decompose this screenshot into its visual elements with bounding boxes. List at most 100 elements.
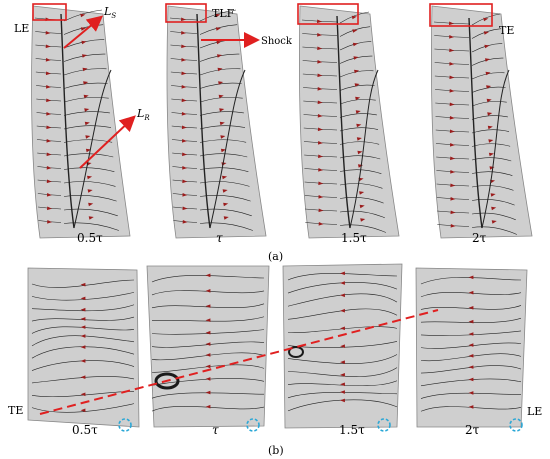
arrowhead-a1 — [81, 54, 88, 58]
arrowhead-b1 — [80, 359, 86, 363]
arrowhead-b1 — [80, 392, 86, 397]
arrowhead-a1 — [46, 112, 52, 116]
arrowhead-a2 — [181, 125, 187, 130]
arrowhead-b1 — [80, 317, 86, 321]
arrowhead-b3 — [340, 398, 345, 403]
arrowhead-a4 — [449, 62, 455, 66]
surface-b2 — [146, 265, 270, 428]
arrowhead-a1 — [81, 40, 87, 45]
caption-b: (b) — [268, 444, 284, 457]
arrowhead-b2 — [205, 353, 211, 357]
arrowhead-a2 — [218, 81, 224, 85]
arrowhead-a4 — [491, 206, 497, 211]
arrowhead-b1 — [80, 282, 86, 287]
streamline-a4-right — [471, 185, 514, 191]
arrowhead-a4 — [449, 102, 455, 107]
arrowhead-b4 — [468, 275, 474, 280]
arrowhead-b3 — [340, 326, 345, 331]
arrowhead-a4 — [449, 129, 455, 134]
le-label-b: LE — [527, 405, 542, 418]
arrowhead-a3 — [352, 29, 358, 33]
arrowhead-a3 — [317, 46, 323, 51]
arrowhead-b1 — [80, 296, 86, 301]
arrowhead-a4 — [488, 139, 494, 143]
arrowhead-b4 — [468, 343, 474, 347]
arrowhead-a2 — [182, 166, 188, 170]
arrowhead-a4 — [450, 156, 455, 161]
arrowhead-a1 — [82, 67, 88, 72]
streamline-a4-right — [471, 129, 510, 134]
highlight-circle-b3 — [377, 418, 391, 432]
arrowhead-a3 — [318, 181, 324, 186]
arrowhead-b3 — [340, 281, 345, 285]
arrowhead-a1 — [87, 175, 93, 180]
arrowhead-a2 — [218, 94, 224, 99]
arrowhead-a3 — [317, 73, 323, 78]
arrowhead-a2 — [219, 108, 225, 112]
streamline-b1 — [31, 292, 135, 301]
arrowhead-a1 — [84, 121, 90, 126]
arrowhead-a2 — [181, 112, 187, 116]
blade-surface-a3 — [299, 5, 400, 239]
arrowhead-a3 — [317, 87, 323, 91]
arrowhead-a2 — [223, 202, 229, 207]
arrowhead-b4 — [468, 377, 474, 382]
vortex-core-b3 — [288, 346, 304, 358]
arrowhead-b3 — [340, 293, 345, 298]
arrowhead-b1 — [80, 307, 86, 312]
arrowhead-b1 — [80, 334, 86, 338]
arrowhead-b4 — [468, 290, 474, 295]
arrowhead-a3 — [357, 164, 364, 168]
arrowhead-a3 — [318, 195, 324, 199]
arrowhead-a3 — [317, 33, 323, 37]
arrowhead-b2 — [205, 342, 211, 346]
arrowhead-a2 — [181, 139, 187, 143]
arrowhead-a3 — [356, 137, 362, 141]
arrowhead-a3 — [317, 127, 323, 132]
arrowhead-a3 — [359, 191, 365, 195]
arrowhead-a3 — [317, 60, 323, 64]
arrowhead-a4 — [450, 197, 456, 201]
arrowhead-a1 — [46, 193, 52, 197]
vortex-core-b2 — [154, 372, 180, 390]
arrowhead-a3 — [359, 204, 365, 209]
streamline-a3-right — [339, 99, 376, 105]
tip-highlight-box-a2 — [165, 3, 207, 23]
arrowhead-a4 — [491, 220, 497, 224]
streamline-a3-right — [339, 113, 377, 118]
streamline-a3-right — [339, 210, 385, 219]
arrowhead-a1 — [46, 166, 52, 170]
arrowhead-a2 — [215, 13, 221, 18]
tip-highlight-box-a1 — [32, 3, 67, 21]
arrowhead-a1 — [46, 139, 52, 143]
lr-label: LR — [136, 107, 150, 122]
arrowhead-a3 — [318, 154, 323, 159]
time-label-b1: 0.5τ — [72, 423, 98, 437]
arrowhead-a4 — [484, 44, 490, 49]
arrowhead-b1 — [80, 325, 86, 329]
arrowhead-a3 — [360, 218, 366, 222]
arrowhead-a2 — [216, 40, 222, 45]
time-label-a1: 0.5τ — [77, 231, 103, 245]
arrowhead-a1 — [47, 220, 53, 224]
arrowhead-a3 — [355, 96, 361, 101]
arrowhead-b2 — [205, 289, 211, 293]
arrowhead-a2 — [181, 98, 187, 103]
streamline-a2-right — [199, 97, 243, 103]
separation-line-a2 — [196, 13, 211, 229]
arrowhead-b2 — [205, 377, 211, 381]
streamline-a3-right — [339, 11, 370, 24]
arrowhead-b3 — [340, 382, 345, 387]
arrowhead-b4 — [468, 332, 474, 336]
streamline-b1 — [31, 403, 135, 413]
arrowhead-a2 — [182, 179, 188, 184]
arrowhead-b2 — [205, 404, 211, 409]
streamline-a2-right — [199, 82, 242, 89]
reattachment-line-a2 — [209, 69, 246, 229]
arrowhead-b3 — [340, 373, 345, 377]
arrowhead-b1 — [80, 408, 86, 413]
arrowhead-b3 — [340, 360, 345, 364]
shock-label: Shock — [261, 36, 293, 47]
arrowhead-a2 — [182, 220, 188, 224]
arrowhead-a1 — [46, 125, 52, 130]
